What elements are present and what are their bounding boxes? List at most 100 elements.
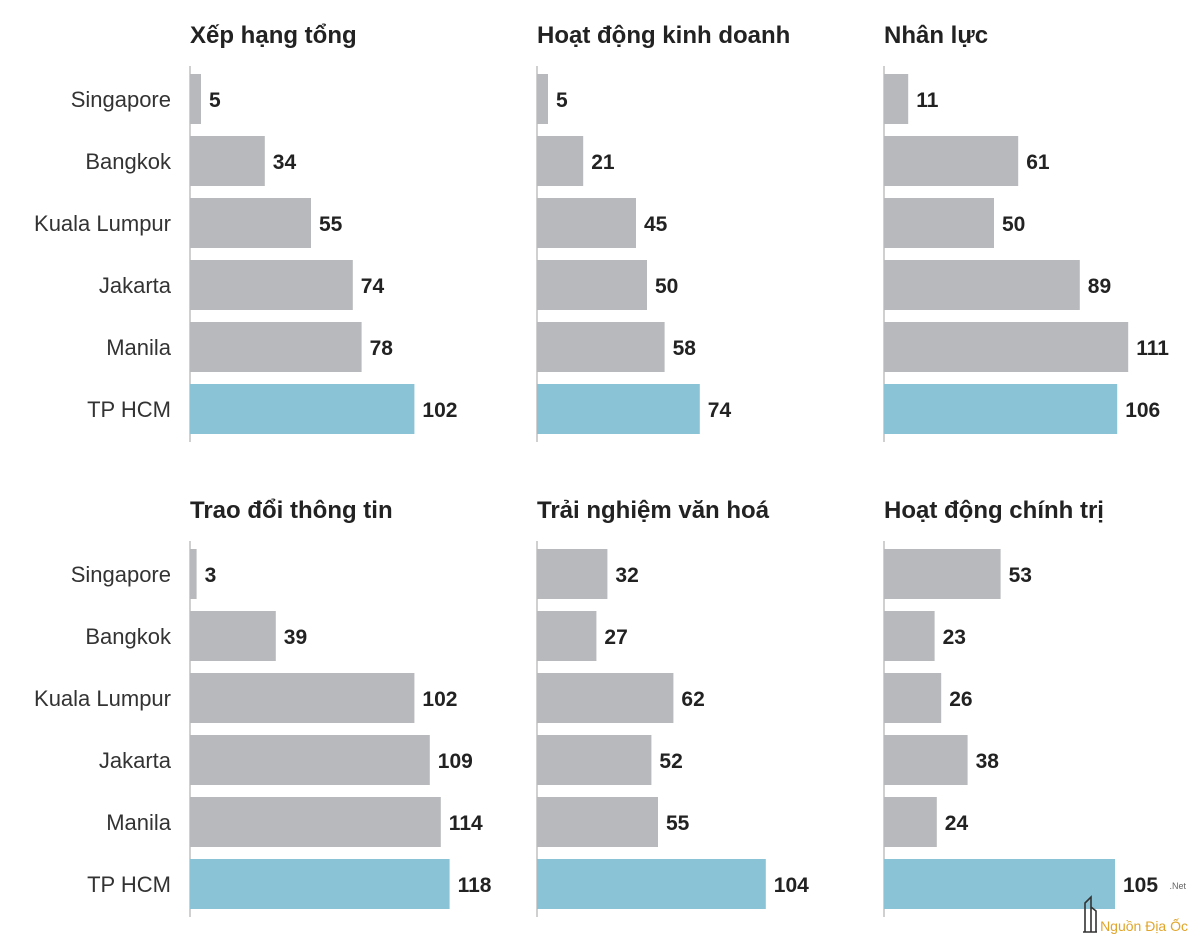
bar [190,136,265,186]
bar [190,611,276,661]
chart-title: Hoạt động chính trị [884,497,1104,524]
chart-title: Trải nghiệm văn hoá [537,497,770,524]
value-label: 21 [591,151,615,174]
bar [190,797,441,847]
category-label: Singapore [71,87,171,112]
bar [537,198,636,248]
value-label: 34 [273,151,297,174]
bar [537,136,584,186]
value-label: 55 [666,812,690,835]
highlight-bar [884,859,1115,909]
value-label: 111 [1136,337,1169,360]
bar [884,611,935,661]
category-label: TP HCM [87,397,171,422]
value-label: 11 [916,89,939,112]
chart-panel: Trải nghiệm văn hoá 32 27 62 52 55 104 [536,497,809,917]
watermark: Nguồn Địa Ốc .Net [1082,881,1188,934]
highlight-bar [190,859,450,909]
chart-title: Nhân lực [884,22,988,49]
bar [190,260,353,310]
value-label: 109 [438,750,473,773]
value-label: 45 [644,213,668,236]
value-label: 74 [361,275,385,298]
bar [537,260,647,310]
watermark-suffix: .Net [1169,881,1186,891]
bar [884,198,994,248]
category-label: Singapore [71,562,171,587]
chart-panel: Hoạt động kinh doanh 5 21 45 50 58 74 [536,22,790,442]
category-label: Manila [106,810,172,835]
value-label: 3 [205,564,217,587]
value-label: 104 [774,874,809,897]
building-icon [1083,895,1098,933]
value-label: 78 [370,337,394,360]
highlight-bar [884,384,1118,434]
value-label: 62 [681,688,704,711]
category-label: Jakarta [99,748,172,773]
category-label: Kuala Lumpur [34,211,171,236]
bar [884,735,968,785]
bar [884,136,1019,186]
bar [537,322,665,372]
bar [537,549,608,599]
chart-panel: Trao đổi thông tin 3 Singapore 39 Bangkok 102… [34,497,492,917]
category-label: Bangkok [85,149,172,174]
value-label: 23 [943,626,966,649]
bar [884,673,942,723]
value-label: 5 [209,89,221,112]
value-label: 102 [422,688,457,711]
highlight-bar [190,384,415,434]
chart-title: Hoạt động kinh doanh [537,22,790,49]
value-label: 24 [945,812,969,835]
bar [190,198,311,248]
category-label: Jakarta [99,273,172,298]
value-label: 114 [449,812,483,835]
bar [537,797,658,847]
bar [537,673,674,723]
watermark-text: Nguồn Địa Ốc [1100,918,1188,934]
value-label: 118 [458,874,492,897]
value-label: 52 [659,750,682,773]
value-label: 58 [673,337,697,360]
value-label: 32 [615,564,638,587]
value-label: 105 [1123,874,1158,897]
chart-panel: Hoạt động chính trị 53 23 26 38 24 105 [883,497,1158,917]
bar [884,797,937,847]
value-label: 61 [1026,151,1050,174]
bar [537,735,652,785]
value-label: 74 [708,399,732,422]
bar [190,322,362,372]
value-label: 102 [422,399,457,422]
bar [884,549,1001,599]
value-label: 39 [284,626,307,649]
chart-title: Trao đổi thông tin [190,497,393,524]
category-label: TP HCM [87,872,171,897]
bar [884,322,1129,372]
value-label: 50 [655,275,678,298]
value-label: 89 [1088,275,1111,298]
category-label: Bangkok [85,624,172,649]
bar [190,74,201,124]
bar [190,735,430,785]
value-label: 53 [1009,564,1032,587]
category-label: Manila [106,335,172,360]
value-label: 38 [976,750,1000,773]
highlight-bar [537,859,766,909]
chart-panel: Xếp hạng tổng 5 Singapore 34 Bangkok 55 Kuala … [34,22,457,442]
bar [537,611,597,661]
bar [190,549,197,599]
value-label: 26 [949,688,972,711]
value-label: 50 [1002,213,1025,236]
highlight-bar [537,384,700,434]
chart-panel: Nhân lực 11 61 50 89 111 106 [883,22,1169,442]
bar [190,673,415,723]
bar [884,74,909,124]
category-label: Kuala Lumpur [34,686,171,711]
value-label: 5 [556,89,568,112]
bar [537,74,548,124]
value-label: 55 [319,213,343,236]
bar [884,260,1080,310]
chart-title: Xếp hạng tổng [190,22,357,49]
value-label: 27 [604,626,627,649]
